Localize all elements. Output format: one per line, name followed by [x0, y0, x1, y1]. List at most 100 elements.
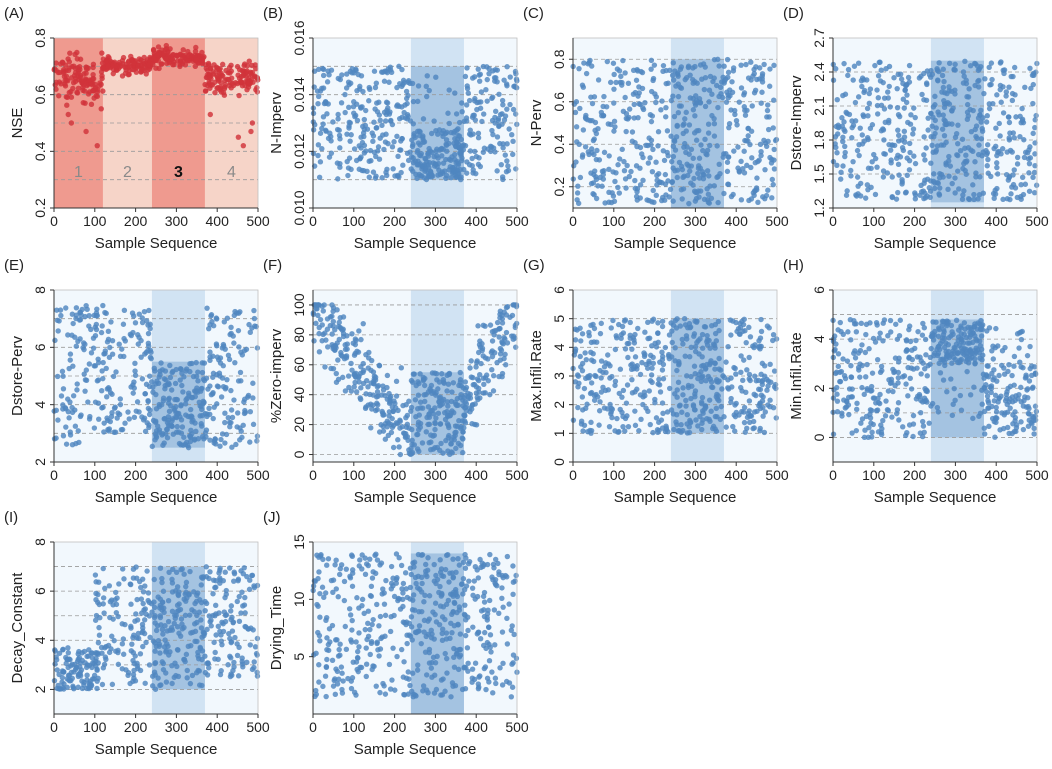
scatter-point	[992, 434, 998, 440]
scatter-point	[729, 384, 735, 390]
scatter-point	[666, 332, 673, 338]
scatter-point	[982, 431, 988, 437]
scatter-point	[1030, 384, 1036, 390]
scatter-point	[159, 626, 166, 633]
scatter-point	[112, 404, 118, 410]
scatter-point	[756, 157, 762, 163]
scatter-point	[154, 423, 161, 429]
scatter-point	[513, 166, 519, 172]
scatter-point	[77, 74, 84, 81]
scatter-point	[420, 374, 427, 381]
scatter-point	[994, 152, 1000, 159]
scatter-point	[142, 351, 148, 357]
scatter-point	[60, 386, 67, 392]
scatter-point	[588, 146, 595, 152]
scatter-point	[952, 175, 958, 181]
scatter-point	[949, 360, 955, 366]
scatter-point	[419, 440, 426, 446]
scatter-point	[482, 390, 488, 396]
scatter-point	[147, 407, 153, 413]
scatter-point	[572, 337, 579, 343]
scatter-point	[937, 185, 943, 191]
scatter-point	[580, 152, 586, 158]
scatter-point	[132, 368, 138, 374]
scatter-point	[187, 680, 194, 687]
scatter-point	[168, 625, 175, 631]
scatter-point	[748, 59, 754, 65]
y-tick-label: 0.6	[32, 85, 48, 105]
scatter-point	[210, 389, 216, 396]
scatter-point	[237, 369, 244, 376]
scatter-point	[136, 311, 143, 317]
scatter-point	[687, 168, 693, 174]
scatter-point	[994, 164, 1000, 171]
scatter-point	[632, 177, 638, 184]
scatter-point	[994, 378, 1000, 384]
scatter-point	[649, 318, 655, 324]
scatter-point	[504, 83, 510, 89]
scatter-point	[1011, 353, 1018, 360]
scatter-point	[677, 66, 684, 72]
scatter-point	[693, 195, 700, 202]
scatter-point	[140, 643, 146, 650]
scatter-point	[456, 418, 462, 424]
scatter-point	[611, 118, 618, 125]
scatter-point	[166, 408, 173, 414]
scatter-point	[701, 324, 708, 330]
scatter-point	[676, 159, 683, 166]
scatter-point	[146, 307, 152, 314]
scatter-point	[121, 307, 128, 314]
x-tick-label: 500	[505, 467, 529, 483]
scatter-point	[851, 318, 857, 324]
scatter-point	[996, 372, 1002, 379]
scatter-point	[361, 167, 367, 174]
scatter-point	[949, 412, 956, 418]
scatter-point	[728, 332, 734, 338]
scatter-point	[163, 426, 170, 433]
scatter-point	[348, 166, 354, 173]
scatter-point	[704, 152, 710, 158]
scatter-point	[676, 103, 683, 109]
scatter-point	[187, 406, 194, 413]
scatter-point	[254, 74, 260, 81]
scatter-point	[988, 60, 995, 66]
scatter-point	[685, 172, 691, 179]
scatter-point	[79, 678, 85, 684]
scatter-point	[741, 170, 748, 176]
scatter-point	[758, 100, 764, 106]
scatter-point	[591, 397, 598, 403]
x-tick-label: 200	[903, 467, 927, 483]
scatter-point	[591, 339, 597, 345]
scatter-point	[227, 424, 233, 430]
scatter-point	[201, 360, 208, 366]
scatter-point	[615, 184, 621, 191]
scatter-point	[587, 390, 594, 397]
x-axis-title: Sample Sequence	[95, 489, 218, 506]
scatter-point	[193, 359, 199, 366]
scatter-point	[978, 333, 985, 339]
scatter-point	[489, 94, 496, 100]
scatter-point	[330, 308, 336, 314]
scatter-point	[907, 375, 913, 381]
scatter-point	[966, 196, 973, 203]
scatter-point	[937, 170, 943, 177]
scatter-point	[157, 371, 163, 378]
scatter-point	[96, 632, 103, 638]
y-tick-label: 40	[291, 387, 307, 403]
scatter-point	[928, 110, 934, 117]
scatter-point	[958, 407, 965, 413]
scatter-point	[701, 86, 708, 93]
scatter-point	[178, 430, 185, 436]
scatter-point	[924, 373, 930, 379]
scatter-point	[415, 83, 422, 89]
scatter-point	[55, 328, 61, 334]
scatter-point	[203, 375, 210, 381]
scatter-point	[835, 124, 842, 131]
y-tick-label: 0.6	[551, 92, 567, 112]
scatter-point	[412, 134, 418, 141]
scatter-point	[433, 148, 439, 154]
scatter-point	[119, 346, 125, 352]
scatter-point	[925, 127, 931, 133]
scatter-point	[58, 81, 64, 87]
scatter-point	[699, 408, 706, 414]
